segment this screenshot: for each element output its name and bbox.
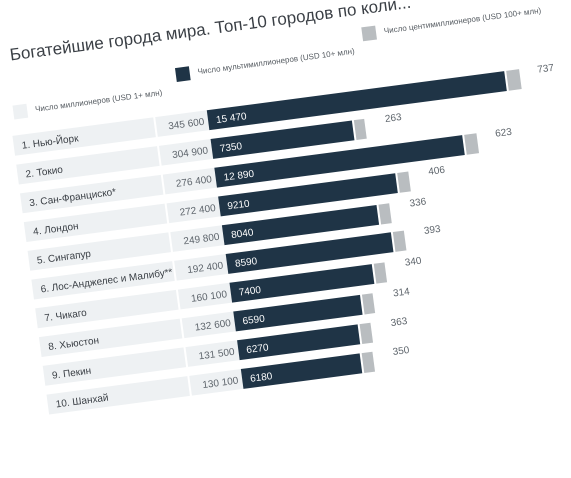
label-centimillionaires: 393 (423, 224, 441, 237)
label-multimillionaires: 6180 (250, 371, 274, 385)
label-centimillionaires: 314 (392, 286, 410, 299)
category-cell (31, 261, 175, 300)
bar-millionaires (158, 139, 214, 166)
label-centimillionaires: 363 (390, 316, 408, 329)
category-label: 2. Токио (25, 165, 64, 181)
label-millionaires: 192 400 (187, 260, 225, 276)
label-centimillionaires: 263 (384, 112, 402, 125)
bar-multimillionaires (214, 135, 465, 188)
bar-millionaires (181, 311, 236, 339)
label-millionaires: 130 100 (202, 375, 240, 391)
label-millionaires: 304 900 (172, 145, 210, 161)
label-centimillionaires: 350 (392, 345, 410, 358)
bar-multimillionaires (229, 264, 375, 303)
label-millionaires: 276 400 (175, 174, 213, 190)
label-centimillionaires: 336 (409, 196, 427, 209)
label-multimillionaires: 7350 (219, 141, 243, 155)
category-cell (23, 203, 168, 242)
bar-centimillionaires (361, 293, 376, 315)
bar-millionaires (166, 196, 221, 224)
bar-millionaires (162, 167, 217, 195)
category-cell (42, 347, 187, 386)
label-millionaires: 345 600 (168, 117, 206, 133)
bar-millionaires (170, 225, 225, 252)
category-cell (35, 289, 179, 329)
category-cell (27, 232, 171, 271)
label-multimillionaires: 8040 (231, 227, 255, 241)
bar-centimillionaires (353, 118, 367, 141)
bar-multimillionaires (221, 204, 380, 246)
category-cell (20, 174, 164, 214)
bar-millionaires (177, 282, 233, 310)
label-centimillionaires: 623 (495, 127, 513, 140)
category-cell (12, 117, 156, 156)
bar-centimillionaires (506, 69, 522, 91)
category-cell (46, 376, 190, 415)
label-multimillionaires: 6270 (246, 342, 270, 356)
bar-centimillionaires (373, 262, 388, 284)
bar-multimillionaires (237, 324, 361, 361)
bar-multimillionaires (240, 353, 363, 389)
bar-centimillionaires (397, 171, 411, 193)
bar-centimillionaires (464, 133, 480, 155)
bar-millionaires (155, 110, 210, 137)
label-millionaires: 249 800 (183, 232, 221, 248)
bar-millionaires (174, 254, 229, 281)
label-millionaires: 272 400 (179, 203, 217, 219)
bar-centimillionaires (361, 351, 376, 373)
label-millionaires: 160 100 (190, 289, 228, 305)
bar-multimillionaires (210, 120, 355, 159)
bar-multimillionaires (233, 294, 363, 332)
category-cell (16, 146, 160, 185)
category-cell (38, 318, 183, 357)
bar-millionaires (189, 369, 244, 396)
label-centimillionaires: 737 (537, 63, 555, 76)
label-multimillionaires: 7400 (238, 285, 262, 299)
bar-centimillionaires (378, 203, 392, 225)
bar-multimillionaires (218, 173, 398, 217)
label-multimillionaires: 12 890 (223, 169, 255, 184)
label-multimillionaires: 15 470 (215, 111, 247, 126)
bar-millionaires (185, 340, 240, 367)
bar-multimillionaires (225, 232, 394, 274)
bar-multimillionaires (206, 71, 507, 131)
label-multimillionaires: 9210 (227, 198, 251, 212)
label-multimillionaires: 8590 (234, 256, 258, 270)
bar-centimillionaires (359, 322, 374, 345)
category-label: 9. Пекин (51, 366, 91, 382)
label-millionaires: 132 600 (194, 318, 232, 334)
bar-centimillionaires (392, 230, 407, 252)
label-multimillionaires: 6590 (242, 313, 266, 327)
label-centimillionaires: 406 (428, 165, 446, 178)
label-centimillionaires: 340 (404, 256, 422, 269)
label-millionaires: 131 500 (198, 347, 236, 363)
